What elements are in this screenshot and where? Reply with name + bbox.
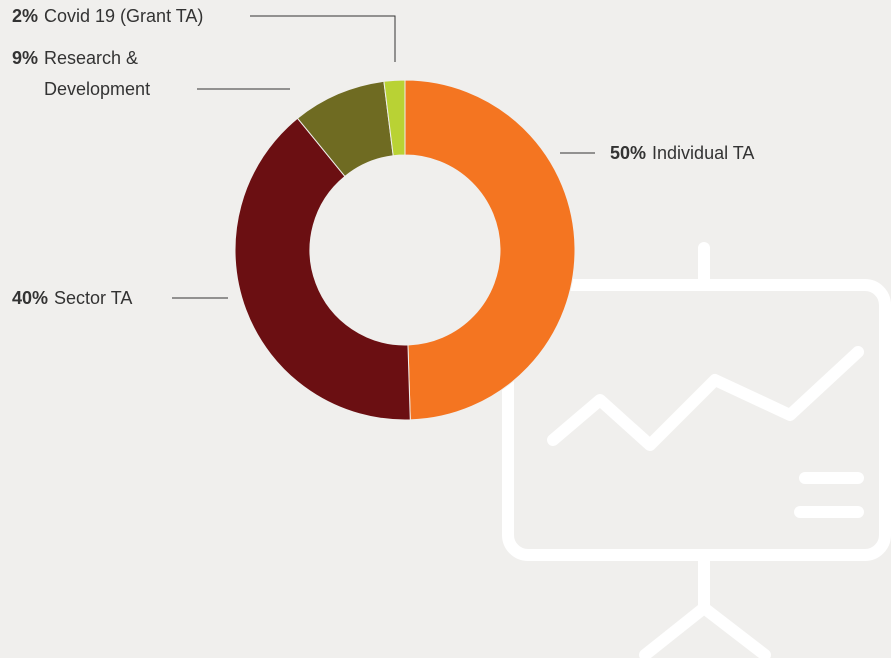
value-label: 2% <box>12 6 39 26</box>
background-icon <box>502 242 891 658</box>
value-label: 9% <box>12 48 39 68</box>
category-label: Research & Development <box>44 48 151 99</box>
slice-label: 9% Research & Development <box>12 43 174 105</box>
value-label: 50% <box>610 143 647 163</box>
slice-label: 50% Individual TA <box>610 138 754 169</box>
donut-segment <box>234 117 411 421</box>
donut-segment <box>383 79 406 157</box>
category-label: Covid 19 (Grant TA) <box>44 6 204 26</box>
donut-segment <box>404 79 576 421</box>
category-label: Individual TA <box>652 143 755 163</box>
value-label: 40% <box>12 288 49 308</box>
leader-lines <box>172 15 595 299</box>
category-label: Sector TA <box>54 288 133 308</box>
slice-label: 40% Sector TA <box>12 283 132 314</box>
slice-label: 2% Covid 19 (Grant TA) <box>12 1 203 32</box>
